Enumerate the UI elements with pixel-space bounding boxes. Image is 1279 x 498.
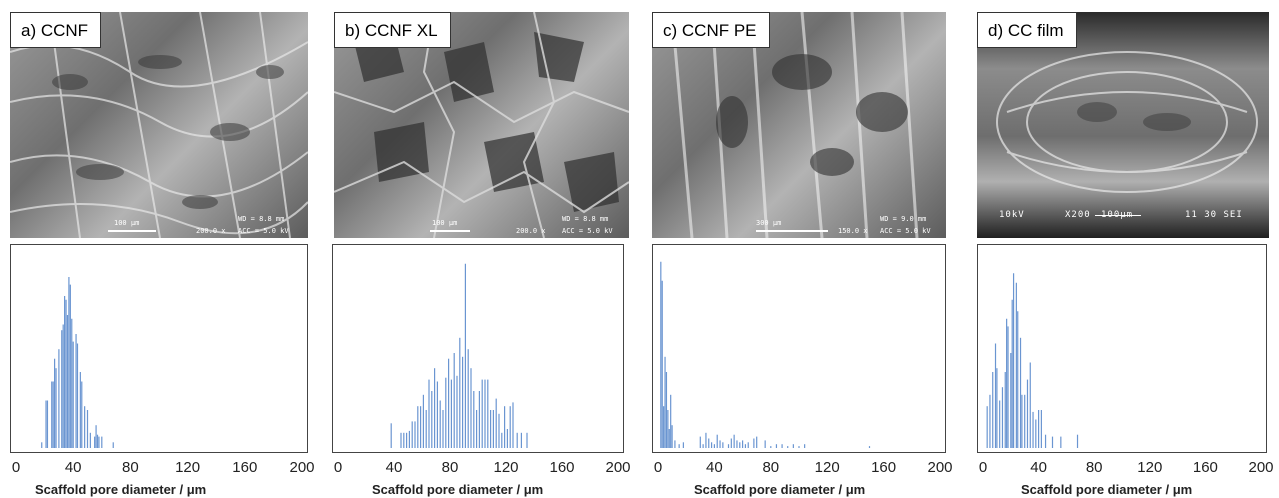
x-tick-label: 80	[442, 459, 459, 476]
histogram-svg-a: 0 40 80 120 160 200	[10, 244, 315, 476]
mag-text-c: 150.0 x	[838, 227, 868, 235]
sem-image-d: 10kV X200 100μm 11 30 SEI d) CC film	[977, 12, 1269, 238]
sem-image-c: 300 μm WD = 9.0 mm 150.0 x ACC = 5.0 kV …	[652, 12, 946, 238]
x-tick-label: 40	[1030, 459, 1047, 476]
x-tick-label: 200	[605, 459, 630, 476]
panel-label-a: a) CCNF	[10, 12, 102, 48]
panel-a: 100 μm WD = 8.8 mm 200.0 x ACC = 5.0 kV …	[0, 0, 320, 498]
x-tick-label: 40	[706, 459, 723, 476]
x-tick-label: 0	[334, 459, 342, 476]
x-tick-label: 120	[1137, 459, 1162, 476]
wd-text-a: WD = 8.8 mm	[238, 215, 285, 223]
sem-texture-b	[334, 12, 629, 238]
plot-frame	[977, 244, 1267, 453]
plot-frame	[652, 244, 946, 453]
sem-image-b: 100 μm WD = 8.8 mm 200.0 x ACC = 5.0 kV …	[334, 12, 629, 238]
histogram-svg-b: 0 40 80 120 160 200	[332, 244, 631, 476]
histogram-c: 0 40 80 120 160 200	[652, 244, 953, 480]
sem-texture-a	[10, 12, 308, 238]
sem-texture-d	[996, 51, 1258, 193]
plot-frame	[10, 244, 308, 453]
x-tick-label: 40	[386, 459, 403, 476]
histogram-svg-d: 0 40 80 120 160 200	[977, 244, 1274, 476]
mag-text-b: 200.0 x	[516, 227, 546, 235]
mag-text-d: X200	[1065, 210, 1091, 220]
panel-label-c: c) CCNF PE	[652, 12, 770, 48]
scale-bar-b	[430, 230, 470, 232]
x-tick-label: 80	[122, 459, 139, 476]
x-tick-label: 200	[927, 459, 952, 476]
histogram-a: 0 40 80 120 160 200	[10, 244, 315, 480]
x-axis-title-d: Scaffold pore diameter / μm	[1021, 482, 1193, 497]
scale-bar-d	[1095, 215, 1141, 216]
panel-d: 10kV X200 100μm 11 30 SEI d) CC film 0 40…	[959, 0, 1279, 498]
wd-text-b: WD = 8.8 mm	[562, 215, 609, 223]
histogram-b: 0 40 80 120 160 200	[332, 244, 631, 480]
acc-text-a: ACC = 5.0 kV	[238, 227, 289, 235]
panel-b: 100 μm WD = 8.8 mm 200.0 x ACC = 5.0 kV …	[320, 0, 640, 498]
scale-text-c: 300 μm	[756, 219, 782, 227]
scale-bar-c	[756, 230, 828, 232]
scale-text-b: 100 μm	[432, 219, 458, 227]
x-tick-label: 160	[549, 459, 574, 476]
panel-c: 300 μm WD = 9.0 mm 150.0 x ACC = 5.0 kV …	[640, 0, 960, 498]
x-tick-label: 120	[493, 459, 518, 476]
x-tick-label: 160	[232, 459, 257, 476]
histogram-svg-c: 0 40 80 120 160 200	[652, 244, 953, 476]
acc-text-c: ACC = 5.0 kV	[880, 227, 931, 235]
x-tick-label: 0	[12, 459, 20, 476]
sem-texture-c	[670, 12, 919, 238]
x-tick-label: 160	[871, 459, 896, 476]
x-tick-label: 120	[175, 459, 200, 476]
x-tick-label: 120	[815, 459, 840, 476]
x-tick-label: 80	[762, 459, 779, 476]
wd-text-c: WD = 9.0 mm	[880, 215, 927, 223]
plot-frame	[332, 244, 624, 453]
x-axis-title-b: Scaffold pore diameter / μm	[372, 482, 544, 497]
x-tick-label: 0	[654, 459, 662, 476]
acc-text-b: ACC = 5.0 kV	[562, 227, 613, 235]
x-tick-label: 200	[1248, 459, 1273, 476]
sem-image-a: 100 μm WD = 8.8 mm 200.0 x ACC = 5.0 kV …	[10, 12, 308, 238]
mag-text-a: 200.0 x	[196, 227, 226, 235]
kv-text-d: 10kV	[999, 210, 1025, 220]
x-axis-title-a: Scaffold pore diameter / μm	[35, 482, 207, 497]
x-tick-label: 160	[1193, 459, 1218, 476]
panel-label-d: d) CC film	[977, 12, 1077, 48]
x-tick-label: 200	[289, 459, 314, 476]
x-tick-label: 40	[65, 459, 82, 476]
histogram-d: 0 40 80 120 160 200	[977, 244, 1274, 480]
scale-bar-a	[108, 230, 156, 232]
x-tick-label: 0	[979, 459, 987, 476]
x-axis-title-c: Scaffold pore diameter / μm	[694, 482, 866, 497]
panel-label-b: b) CCNF XL	[334, 12, 451, 48]
scale-text-a: 100 μm	[114, 219, 140, 227]
scale-text-d: 100μm	[1101, 210, 1134, 220]
x-tick-label: 80	[1086, 459, 1103, 476]
id-text-d: 11 30 SEI	[1185, 210, 1243, 220]
